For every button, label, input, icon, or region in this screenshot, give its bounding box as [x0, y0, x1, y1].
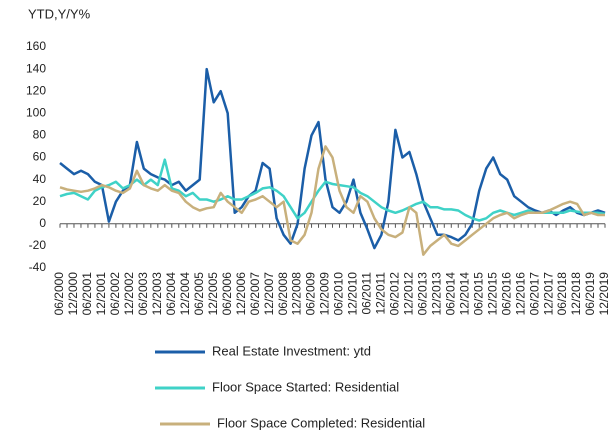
x-tick-label: 06/2006 — [220, 272, 234, 316]
x-tick-label: 06/2007 — [248, 272, 262, 316]
y-tick-label: 120 — [26, 83, 46, 97]
x-tick-label: 06/2014 — [443, 272, 457, 316]
y-axis-title: YTD,Y/Y% — [28, 6, 91, 21]
x-tick-label: 06/2009 — [304, 272, 318, 316]
x-tick-label: 12/2013 — [429, 272, 443, 316]
legend-label: Real Estate Investment: ytd — [212, 343, 371, 358]
y-tick-label: 0 — [39, 216, 46, 230]
series-line — [59, 145, 605, 256]
y-tick-label: 140 — [26, 61, 46, 75]
y-tick-label: 40 — [33, 172, 47, 186]
x-tick-label: 12/2004 — [178, 272, 192, 316]
x-tick-label: 06/2019 — [583, 272, 597, 316]
x-tick-label: 06/2018 — [555, 272, 569, 316]
series-line — [59, 67, 606, 250]
x-tick-label: 12/2018 — [569, 272, 583, 316]
x-tick-label: 12/2010 — [346, 272, 360, 316]
legend-label: Floor Space Completed: Residential — [217, 415, 425, 430]
x-tick-label: 06/2013 — [416, 272, 430, 316]
x-tick-label: 06/2002 — [108, 272, 122, 316]
x-tick-label: 12/2006 — [234, 272, 248, 316]
legend-label: Floor Space Started: Residential — [212, 379, 399, 394]
x-tick-label: 12/2003 — [150, 272, 164, 316]
x-tick-label: 06/2003 — [136, 272, 150, 316]
x-tick-label: 06/2012 — [388, 272, 402, 316]
x-tick-label: 06/2010 — [332, 272, 346, 316]
x-tick-label: 12/2000 — [66, 272, 80, 316]
y-tick-label: -20 — [29, 238, 47, 252]
x-tick-label: 12/2009 — [318, 272, 332, 316]
x-tick-label: 12/2017 — [541, 272, 555, 316]
y-tick-label: -40 — [29, 260, 47, 274]
y-tick-label: 60 — [33, 150, 47, 164]
x-tick-label: 06/2011 — [360, 272, 374, 315]
y-tick-label: 80 — [33, 128, 47, 142]
x-tick-label: 12/2002 — [122, 272, 136, 316]
x-tick-label: 06/2000 — [52, 272, 66, 316]
x-tick-label: 12/2007 — [262, 272, 276, 316]
x-tick-label: 06/2001 — [80, 272, 94, 316]
x-tick-label: 12/2008 — [290, 272, 304, 316]
y-tick-label: 160 — [26, 39, 46, 53]
x-tick-label: 06/2008 — [276, 272, 290, 316]
x-tick-label: 06/2005 — [192, 272, 206, 316]
x-tick-label: 06/2004 — [164, 272, 178, 316]
y-tick-label: 100 — [26, 105, 46, 119]
x-tick-label: 12/2019 — [597, 272, 611, 316]
y-tick-label: 20 — [33, 194, 47, 208]
x-tick-label: 06/2016 — [499, 272, 513, 316]
series-line — [59, 158, 606, 222]
x-tick-label: 12/2005 — [206, 272, 220, 316]
x-tick-label: 12/2012 — [402, 272, 416, 316]
x-tick-label: 12/2011 — [374, 272, 388, 315]
x-tick-label: 12/2001 — [94, 272, 108, 316]
x-tick-label: 06/2017 — [527, 272, 541, 316]
x-tick-label: 12/2014 — [457, 272, 471, 316]
x-tick-label: 12/2016 — [513, 272, 527, 316]
x-tick-label: 06/2015 — [471, 272, 485, 316]
x-tick-label: 12/2015 — [485, 272, 499, 316]
